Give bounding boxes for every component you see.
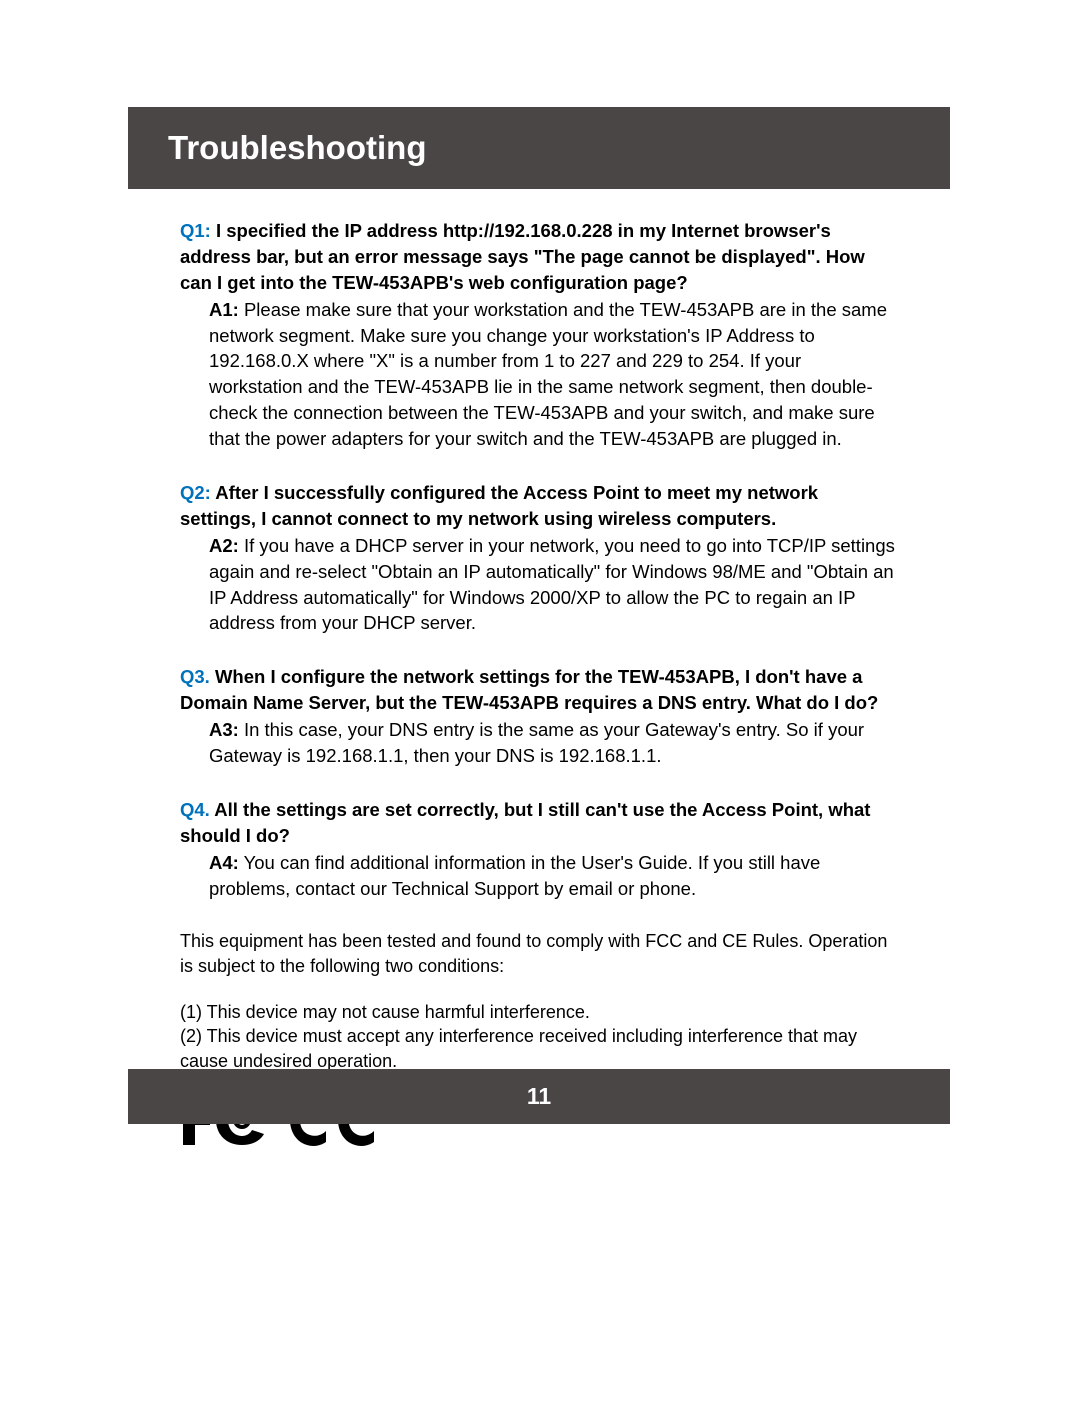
a4-label: A4: [209, 852, 239, 873]
question-3: Q3. When I configure the network setting… [180, 664, 895, 716]
a3-text: In this case, your DNS entry is the same… [209, 719, 864, 766]
footer-bar: 11 [128, 1069, 950, 1124]
question-1: Q1: I specified the IP address http://19… [180, 218, 895, 296]
q2-text: After I successfully configured the Acce… [180, 482, 818, 529]
q3-text: When I configure the network settings fo… [180, 666, 878, 713]
a1-label: A1: [209, 299, 239, 320]
q2-label: Q2: [180, 482, 211, 503]
a2-text: If you have a DHCP server in your networ… [209, 535, 895, 634]
page-number: 11 [527, 1083, 551, 1110]
a4-text: You can find additional information in t… [209, 852, 820, 899]
question-4: Q4. All the settings are set correctly, … [180, 797, 895, 849]
question-2: Q2: After I successfully configured the … [180, 480, 895, 532]
header-bar: Troubleshooting [128, 107, 950, 189]
qa-block-4: Q4. All the settings are set correctly, … [180, 797, 895, 902]
q4-label: Q4. [180, 799, 210, 820]
a3-label: A3: [209, 719, 239, 740]
qa-block-2: Q2: After I successfully configured the … [180, 480, 895, 636]
q1-text: I specified the IP address http://192.16… [180, 220, 865, 293]
a1-text: Please make sure that your workstation a… [209, 299, 887, 449]
q4-text: All the settings are set correctly, but … [180, 799, 870, 846]
q3-label: Q3. [180, 666, 210, 687]
answer-1: A1: Please make sure that your workstati… [180, 297, 895, 452]
content-area: Q1: I specified the IP address http://19… [180, 218, 895, 1151]
qa-block-1: Q1: I specified the IP address http://19… [180, 218, 895, 452]
q1-label: Q1: [180, 220, 211, 241]
compliance-intro: This equipment has been tested and found… [180, 929, 895, 978]
answer-2: A2: If you have a DHCP server in your ne… [180, 533, 895, 637]
qa-block-3: Q3. When I configure the network setting… [180, 664, 895, 769]
answer-4: A4: You can find additional information … [180, 850, 895, 902]
a2-label: A2: [209, 535, 239, 556]
page-title: Troubleshooting [168, 129, 426, 167]
compliance-cond2: (2) This device must accept any interfer… [180, 1024, 895, 1073]
answer-3: A3: In this case, your DNS entry is the … [180, 717, 895, 769]
compliance-cond1: (1) This device may not cause harmful in… [180, 1000, 895, 1024]
compliance-conditions: (1) This device may not cause harmful in… [180, 1000, 895, 1073]
